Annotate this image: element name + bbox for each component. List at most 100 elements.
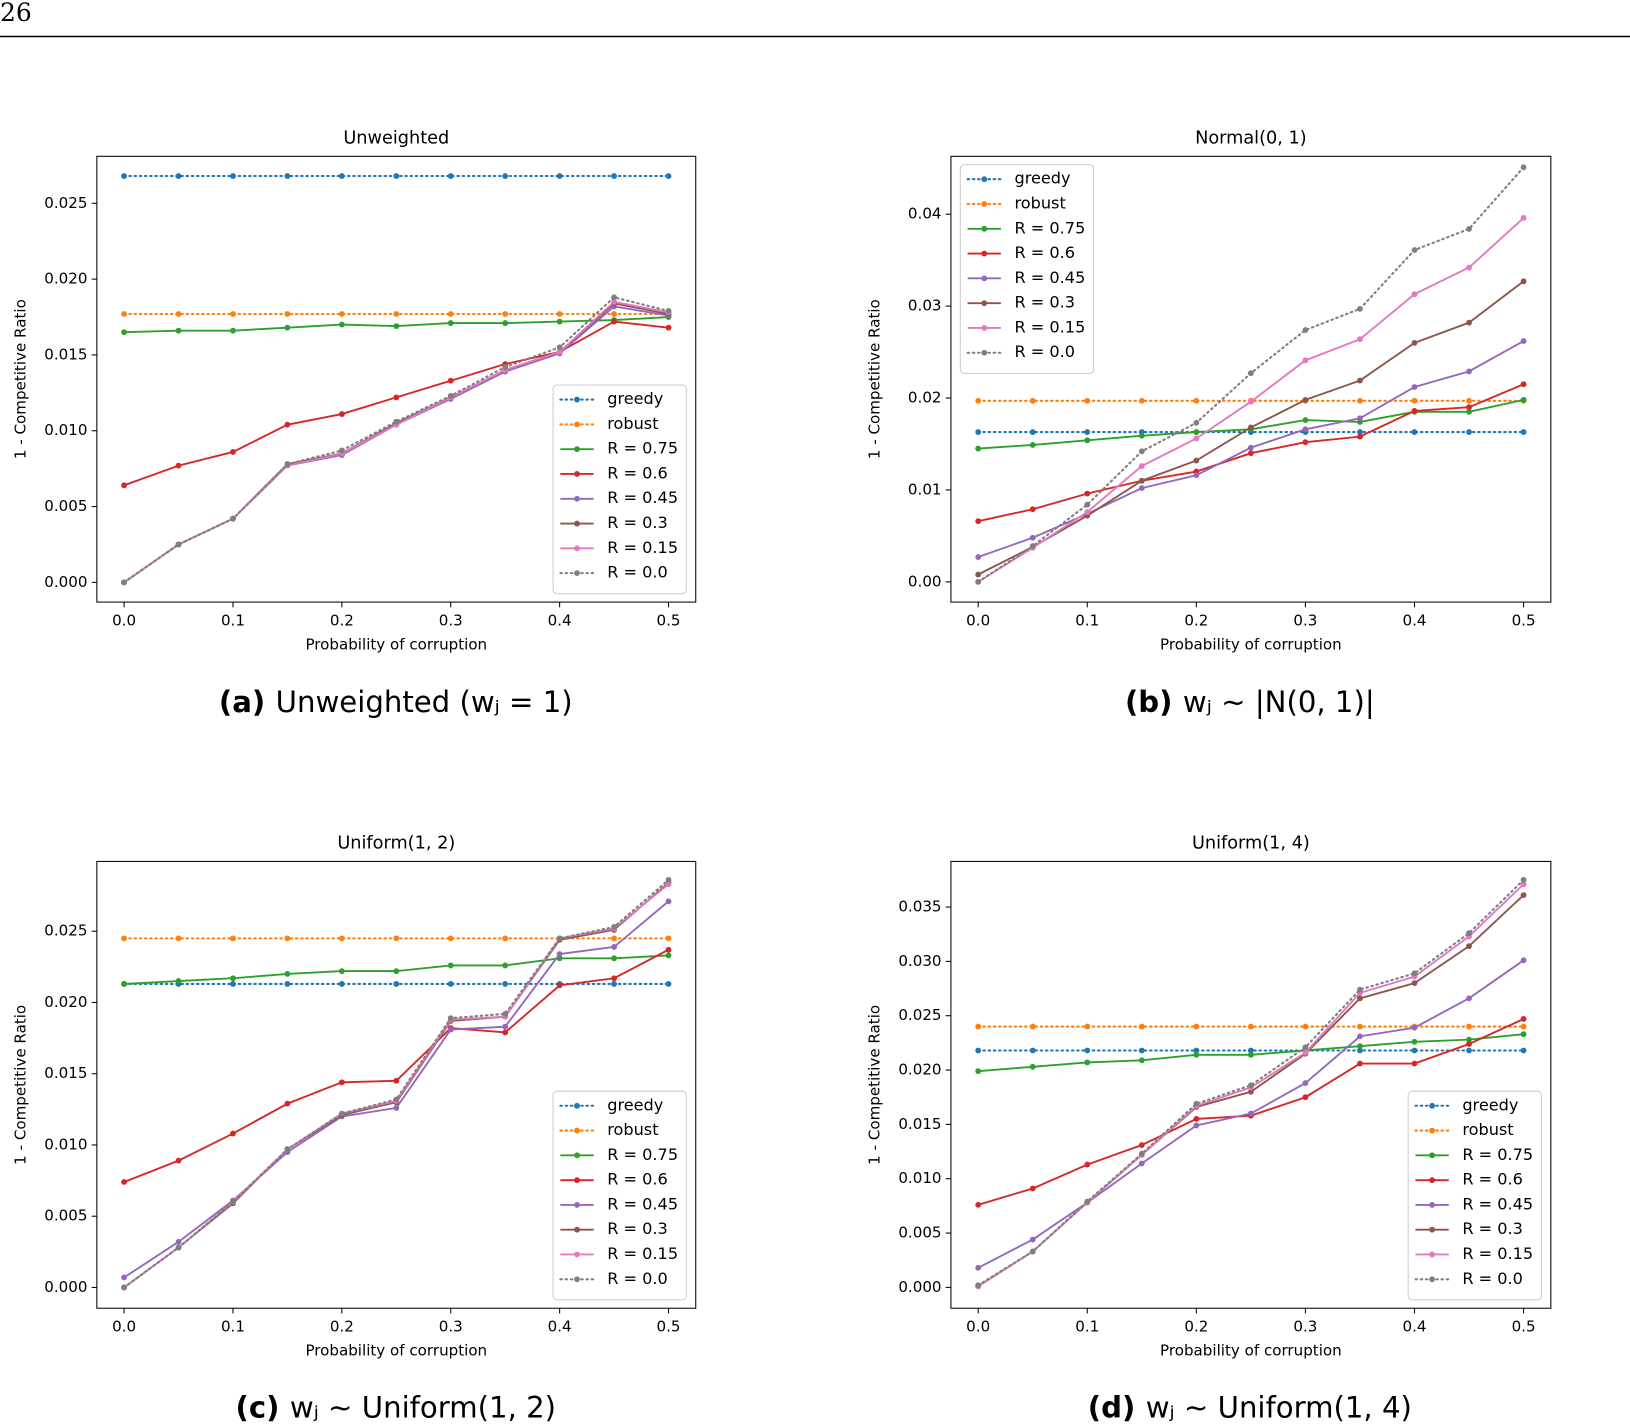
data-point: [1466, 397, 1472, 404]
series-line: [977, 878, 1525, 1287]
data-point: [1466, 930, 1472, 937]
legend-marker: [1429, 1102, 1436, 1109]
data-point: [1357, 429, 1363, 435]
legend-marker: [981, 201, 988, 207]
data-point: [1029, 441, 1036, 448]
data-point: [1138, 463, 1145, 469]
data-point: [393, 1104, 400, 1111]
legend-marker: [574, 1251, 580, 1258]
data-point: [1193, 1023, 1200, 1030]
data-point: [1084, 1161, 1091, 1168]
legend-label: greedy: [607, 389, 664, 408]
data-point: [284, 461, 291, 468]
legend-label: R = 0.75: [607, 1145, 678, 1164]
y-tick-label: 0.02: [908, 389, 942, 407]
legend-label: R = 0.6: [1462, 1170, 1523, 1189]
data-point: [1138, 448, 1145, 455]
data-point: [1029, 1063, 1036, 1070]
y-axis-label: 1 - Competitive Ratio: [865, 299, 883, 459]
legend-marker: [1429, 1276, 1436, 1283]
data-point: [230, 327, 236, 334]
data-point: [338, 981, 345, 987]
data-point: [975, 397, 982, 404]
x-tick-label: 0.5: [1512, 611, 1536, 629]
plot-frame: [96, 860, 697, 1309]
data-point: [1466, 995, 1472, 1002]
data-point: [1302, 1080, 1309, 1087]
caption-text: wⱼ ∼ |N(0, 1)|: [1183, 685, 1375, 719]
data-point: [1520, 429, 1527, 435]
y-tick-label: 0.025: [44, 922, 87, 940]
x-axis-label: Probability of corruption: [305, 635, 487, 653]
plot-frame: [950, 155, 1552, 603]
data-point: [447, 377, 454, 384]
data-point: [611, 924, 617, 930]
data-point: [1029, 506, 1036, 513]
legend-marker: [574, 1226, 580, 1233]
data-point: [1302, 439, 1309, 446]
x-tick-label: 0.3: [439, 1317, 463, 1335]
y-tick-label: 0.035: [898, 898, 941, 916]
legend-label: R = 0.15: [607, 1244, 678, 1263]
data-point: [611, 173, 617, 179]
data-point: [284, 981, 291, 987]
data-point: [1520, 881, 1527, 888]
data-point: [1084, 490, 1091, 497]
legend-marker: [574, 1202, 580, 1208]
data-point: [1084, 1047, 1091, 1054]
data-point: [1357, 377, 1363, 384]
y-tick-label: 0.020: [44, 993, 87, 1011]
data-point: [1193, 472, 1200, 479]
data-point: [1029, 1236, 1036, 1243]
data-point: [175, 173, 182, 179]
data-point: [1247, 1047, 1254, 1054]
data-point: [393, 981, 400, 987]
data-point: [447, 173, 454, 179]
data-point: [665, 898, 672, 905]
legend-label: R = 0.6: [607, 1170, 668, 1189]
legend-label: R = 0.0: [607, 563, 668, 582]
data-point: [1411, 407, 1418, 414]
data-point: [1466, 408, 1472, 415]
x-tick-label: 0.0: [112, 1317, 136, 1335]
data-point: [502, 1029, 509, 1036]
data-point: [1193, 1116, 1200, 1122]
data-point: [1029, 543, 1036, 549]
data-point: [1302, 426, 1309, 433]
data-point: [1411, 970, 1418, 977]
y-axis-label: 1 - Competitive Ratio: [11, 1005, 29, 1165]
data-point: [1520, 957, 1527, 964]
data-point: [1029, 1023, 1036, 1030]
data-point: [1466, 319, 1472, 326]
data-point: [1302, 396, 1309, 403]
data-point: [665, 935, 672, 942]
data-point: [1138, 1057, 1145, 1064]
legend-marker: [574, 1177, 580, 1184]
data-point: [1138, 1150, 1145, 1157]
legend-marker: [1429, 1152, 1436, 1159]
x-tick-label: 0.4: [1402, 1317, 1426, 1335]
y-tick-label: 0.015: [44, 1064, 87, 1082]
data-point: [975, 445, 982, 452]
data-point: [1411, 1047, 1418, 1054]
data-point: [447, 320, 454, 327]
legend-label: R = 0.3: [607, 1219, 668, 1238]
data-point: [502, 1023, 509, 1030]
legend-label: robust: [607, 414, 658, 433]
data-point: [393, 1096, 400, 1103]
legend-box: [959, 164, 1095, 374]
data-point: [393, 394, 400, 401]
data-point: [1466, 943, 1472, 950]
data-point: [975, 518, 982, 525]
legend-marker: [1429, 1202, 1436, 1208]
y-tick-label: 0.015: [898, 1115, 941, 1133]
data-point: [1193, 457, 1200, 464]
x-tick-label: 0.2: [1184, 1317, 1208, 1335]
y-tick-label: 0.005: [44, 1207, 87, 1225]
data-point: [1029, 1047, 1036, 1054]
chart-title: Normal(0, 1): [1195, 129, 1307, 149]
data-point: [230, 449, 236, 455]
data-point: [1411, 1060, 1418, 1067]
data-point: [502, 364, 509, 370]
data-point: [1029, 534, 1036, 541]
